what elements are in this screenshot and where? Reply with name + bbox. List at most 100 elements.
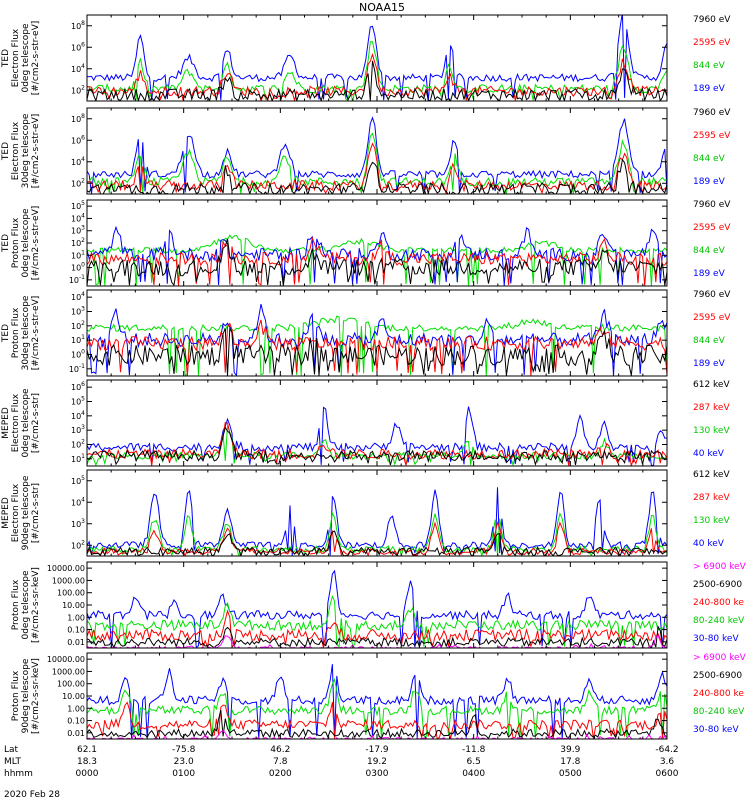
axis-lat-label: 46.2: [270, 745, 290, 755]
axis-lat-label: 62.1: [77, 745, 97, 755]
y-tick-label: 10.00: [62, 601, 85, 610]
y-tick-label: 10000.00: [47, 564, 85, 573]
y-axis-label-line: 90deg telescope: [21, 475, 31, 550]
series-line-7960-ev: [87, 60, 667, 101]
legend-entry: 189 eV: [693, 84, 726, 94]
panel-ted-e-30: 102 104 106 108 TED Electron Flux 30deg telesc…: [1, 107, 731, 195]
y-tick-label: 0.10: [67, 626, 85, 635]
y-axis-label-line: Proton Flux: [11, 579, 21, 630]
panel-ted-p-30: 10-1 100 101 102 103 104 TED Proton Flux 30deg t…: [1, 289, 731, 377]
chart-title: NOAA15: [359, 1, 405, 14]
y-axis-label-line: Proton Flux: [11, 307, 21, 358]
y-axis-label-line: TED: [1, 142, 11, 161]
plot-area: [87, 569, 667, 648]
legend-entry: 40 keV: [693, 539, 725, 549]
y-axis-label-line: TED: [1, 49, 11, 68]
legend-entry: 2500-6900: [693, 580, 742, 590]
y-tick-label: 104: [71, 496, 85, 507]
y-axis-label-line: 90deg telescope: [21, 658, 31, 733]
y-tick-label: 101: [71, 334, 85, 345]
y-axis-label-line: MEPED: [1, 407, 11, 439]
legend-entry: 130 keV: [693, 516, 730, 526]
axis-lat-label: -17.9: [365, 745, 389, 755]
y-tick-label: 103: [71, 424, 85, 435]
y-tick-label: 105: [71, 396, 85, 407]
series-line-130-kev: [87, 425, 667, 466]
axis-mlt-label: 6.5: [467, 757, 481, 767]
y-tick-label: 104: [71, 156, 85, 167]
plot-area: [87, 225, 667, 286]
y-tick-label: 101: [71, 249, 85, 260]
y-tick-label: 104: [71, 291, 85, 302]
y-tick-label: 102: [71, 539, 85, 550]
y-axis-label-line: [#/cm2-s-str-eV]: [31, 206, 41, 281]
axis-mlt-label: 7.8: [273, 757, 288, 767]
plot-area: [87, 487, 667, 556]
legend-entry: 80-240 keV: [693, 707, 745, 717]
y-axis-label-line: [#/cm2-s-str-eV]: [31, 296, 41, 371]
y-tick-label: 102: [71, 177, 85, 188]
plot-area: [87, 15, 667, 101]
axis-lat-label: 39.9: [560, 745, 580, 755]
y-tick-label: 10-1: [69, 274, 85, 285]
y-axis-label-line: MEPED: [1, 497, 11, 529]
legend-entry: > 6900 keV: [693, 562, 747, 572]
plot-area: [87, 406, 667, 466]
y-tick-label: 108: [71, 20, 85, 31]
y-axis-label-line: Electron Flux: [11, 483, 21, 542]
axis-mlt-label: 17.8: [560, 757, 580, 767]
series-line-2595-ev: [87, 142, 667, 194]
series-line-844-ev: [87, 132, 667, 194]
legend-entry: 287 keV: [693, 403, 730, 413]
y-tick-label: 105: [71, 475, 85, 486]
y-axis-label-line: [#/cm2-s-str]: [31, 393, 41, 453]
legend-entry: 844 eV: [693, 336, 726, 346]
y-tick-label: 102: [71, 84, 85, 95]
series-line-844-ev: [87, 234, 667, 286]
y-axis-label-line: Electron Flux: [11, 28, 21, 87]
legend-entry: 2500-6900: [693, 671, 742, 681]
y-tick-label: 100: [71, 262, 85, 273]
series-line-7960-ev: [87, 238, 667, 286]
legend-entry: 30-80 keV: [693, 725, 739, 735]
series-line-80-240-kev: [87, 677, 667, 739]
y-tick-label: 0.10: [67, 717, 85, 726]
y-tick-label: 106: [71, 41, 85, 52]
y-tick-label: 100.00: [57, 680, 85, 689]
legend-entry: 7960 eV: [693, 108, 731, 118]
axis-hhmm-label: 0200: [269, 769, 292, 779]
legend-entry: 80-240 keV: [693, 616, 745, 626]
y-tick-label: 103: [71, 518, 85, 529]
y-tick-label: 10000.00: [47, 655, 85, 664]
y-tick-label: 103: [71, 306, 85, 317]
legend-entry: 189 eV: [693, 269, 726, 279]
legend-entry: 7960 eV: [693, 15, 731, 25]
axis-hhmm-label: 0600: [656, 769, 679, 779]
axis-row-label: hhmm: [4, 769, 33, 779]
legend-entry: 30-80 keV: [693, 634, 739, 644]
series-line-40-kev: [87, 487, 667, 556]
y-axis-label-line: 0deg telescope: [21, 23, 31, 93]
legend-entry: 287 keV: [693, 493, 730, 503]
y-tick-label: 1.00: [67, 704, 85, 713]
y-tick-label: 0.01: [67, 638, 85, 647]
axis-hhmm-label: 0000: [76, 769, 99, 779]
y-tick-label: 105: [71, 200, 85, 211]
axis-lat-label: -75.8: [172, 745, 196, 755]
y-tick-label: 104: [71, 212, 85, 223]
axis-hhmm-label: 0400: [462, 769, 485, 779]
series-line-30-80-kev: [87, 664, 667, 739]
axis-mlt-label: 3.6: [660, 757, 675, 767]
y-axis-label-line: TED: [1, 324, 11, 343]
y-axis-label-line: 0deg telescope: [21, 570, 31, 640]
y-axis-label-line: 0deg telescope: [21, 208, 31, 278]
axis-hhmm-label: 0100: [172, 769, 195, 779]
date-label: 2020 Feb 28: [4, 790, 60, 800]
legend-entry: 240-800 ke: [693, 598, 744, 608]
series-line-7960-ev: [87, 326, 667, 376]
series-line-189-ev: [87, 116, 667, 194]
legend-entry: 844 eV: [693, 154, 726, 164]
plot-area: [87, 116, 667, 194]
panel-frame: [86, 469, 668, 557]
plot-area: [87, 664, 667, 739]
